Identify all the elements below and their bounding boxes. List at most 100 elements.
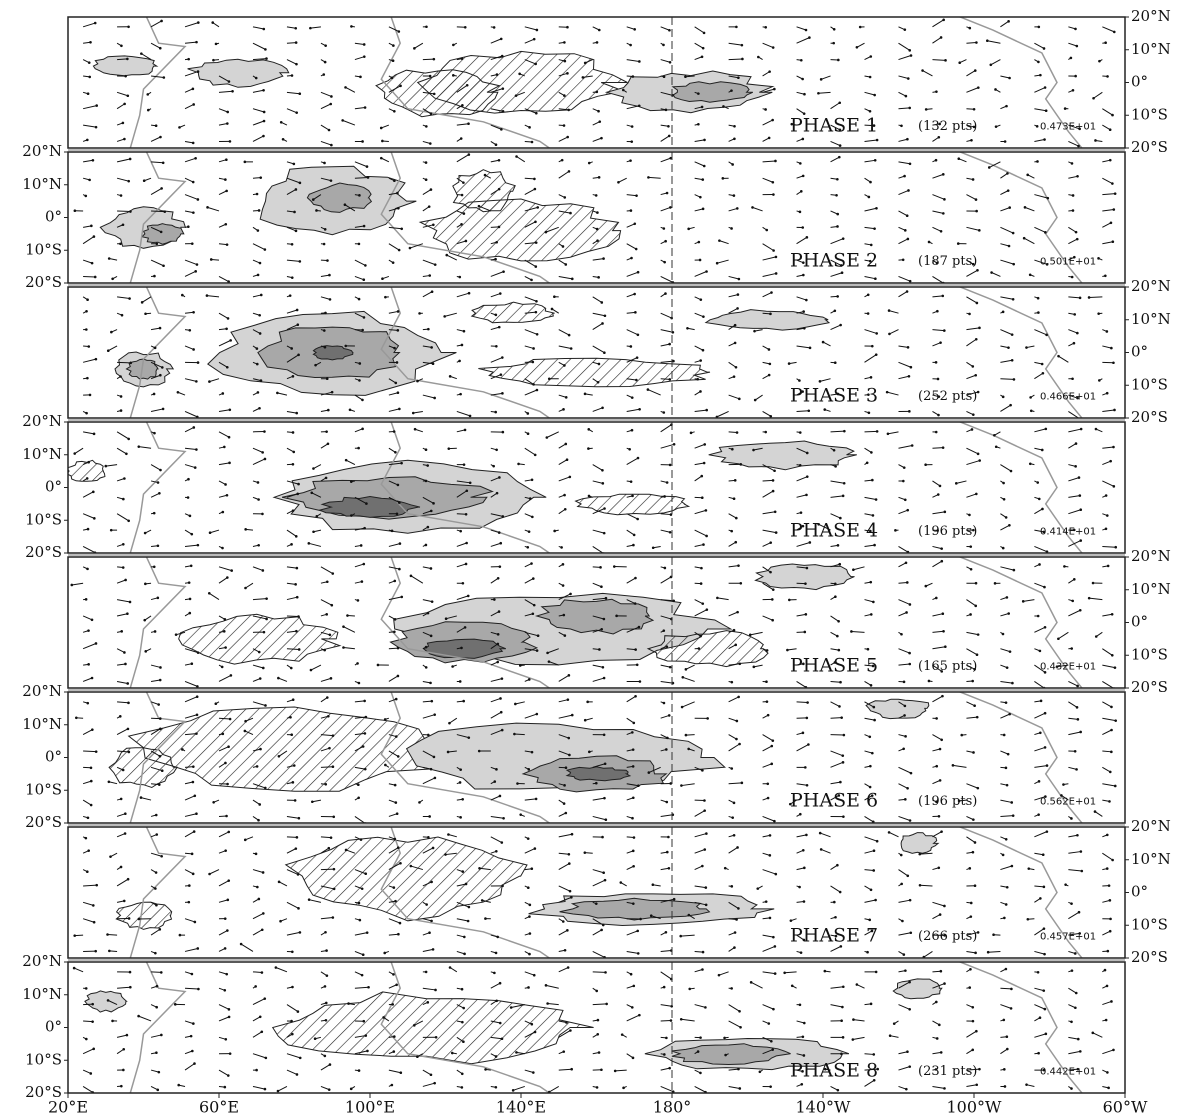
wind-head bbox=[297, 907, 300, 910]
wind-vector bbox=[355, 276, 364, 279]
wind-head bbox=[535, 311, 538, 314]
wind-vector bbox=[75, 448, 83, 453]
wind-head bbox=[806, 236, 809, 239]
wind-vector bbox=[1025, 207, 1034, 211]
wind-head bbox=[569, 212, 572, 215]
wind-head bbox=[191, 1050, 194, 1053]
wind-vector bbox=[491, 679, 502, 682]
wind-vector bbox=[889, 832, 898, 836]
wind-vector bbox=[139, 1016, 151, 1021]
wind-vector bbox=[253, 930, 262, 935]
wind-head bbox=[819, 380, 822, 383]
wind-head bbox=[87, 461, 90, 464]
wind-head bbox=[569, 593, 572, 596]
wind-head bbox=[908, 981, 911, 984]
wind-vector bbox=[253, 90, 264, 92]
wind-head bbox=[428, 931, 431, 934]
wind-head bbox=[425, 666, 428, 669]
wind-head bbox=[619, 881, 622, 884]
phase-label: PHASE 1 bbox=[790, 115, 878, 137]
wind-head bbox=[107, 999, 110, 1002]
wind-head bbox=[410, 575, 413, 578]
wind-vector bbox=[831, 718, 842, 719]
wind-head bbox=[461, 988, 464, 991]
wind-head bbox=[258, 803, 261, 806]
wind-head bbox=[663, 702, 666, 705]
wind-head bbox=[976, 716, 979, 719]
wind-head bbox=[1076, 834, 1079, 837]
wind-head bbox=[427, 612, 430, 615]
wind-head bbox=[108, 950, 111, 953]
wind-vector bbox=[932, 1086, 944, 1088]
wind-vector bbox=[661, 1068, 670, 1070]
wind-head bbox=[1010, 1007, 1013, 1010]
wind-head bbox=[1075, 231, 1078, 234]
wind-vector bbox=[593, 870, 604, 873]
wind-vector bbox=[627, 409, 640, 411]
wind-head bbox=[1108, 884, 1111, 887]
wind-head bbox=[856, 46, 859, 49]
wind-head bbox=[772, 588, 775, 591]
wind-head bbox=[290, 733, 293, 736]
wind-head bbox=[1025, 346, 1028, 349]
wind-vector bbox=[1034, 88, 1045, 93]
wind-vector bbox=[932, 60, 945, 61]
wind-head bbox=[534, 454, 537, 457]
wind-head bbox=[668, 343, 671, 346]
wind-head bbox=[432, 224, 435, 227]
wind-head bbox=[1043, 138, 1046, 141]
wind-head bbox=[461, 1086, 464, 1089]
wind-head bbox=[872, 1053, 875, 1056]
wind-head bbox=[89, 394, 92, 397]
wind-head bbox=[86, 139, 89, 142]
wind-head bbox=[705, 832, 708, 835]
wind-head bbox=[425, 971, 428, 974]
wind-head bbox=[722, 105, 725, 108]
wind-head bbox=[529, 904, 532, 907]
wind-vector bbox=[253, 1086, 265, 1089]
lat-label: 10°N bbox=[22, 715, 62, 733]
wind-vector bbox=[355, 933, 367, 935]
wind-vector bbox=[1102, 931, 1110, 935]
wind-head bbox=[191, 973, 194, 976]
wind-head bbox=[1077, 718, 1080, 721]
wind-head bbox=[1004, 140, 1007, 143]
lat-label: 20°N bbox=[1131, 7, 1171, 25]
wind-head bbox=[399, 922, 402, 925]
wind-head bbox=[751, 206, 754, 209]
wind-head bbox=[690, 432, 693, 435]
wind-head bbox=[634, 695, 637, 698]
wind-head bbox=[323, 649, 326, 652]
wind-head bbox=[418, 312, 421, 315]
wind-head bbox=[567, 109, 570, 112]
wind-head bbox=[384, 764, 387, 767]
wind-head bbox=[398, 249, 401, 252]
wind-head bbox=[632, 765, 635, 768]
wind-vector bbox=[310, 27, 321, 28]
wind-head bbox=[325, 430, 328, 433]
wind-head bbox=[638, 626, 641, 629]
wind-vector bbox=[899, 211, 908, 216]
wind-head bbox=[359, 76, 362, 79]
wind-head bbox=[461, 194, 464, 197]
wind-head bbox=[299, 1057, 302, 1060]
wind-head bbox=[107, 349, 110, 352]
wind-vector bbox=[831, 751, 843, 756]
wind-vector bbox=[1093, 1033, 1103, 1038]
wind-head bbox=[192, 348, 195, 351]
wind-head bbox=[398, 408, 401, 411]
wind-head bbox=[1022, 600, 1025, 603]
wind-head bbox=[806, 784, 809, 787]
wind-vector bbox=[797, 702, 808, 703]
wind-vector bbox=[593, 138, 602, 141]
wind-head bbox=[430, 567, 433, 570]
wind-vector bbox=[185, 346, 194, 349]
wind-head bbox=[673, 898, 676, 901]
wind-head bbox=[673, 443, 676, 446]
phase-label: PHASE 4 bbox=[790, 520, 878, 542]
wind-vector bbox=[1068, 297, 1080, 298]
wind-head bbox=[120, 409, 123, 412]
wind-head bbox=[1114, 719, 1117, 722]
wind-head bbox=[735, 26, 738, 29]
wind-vector bbox=[695, 271, 707, 276]
